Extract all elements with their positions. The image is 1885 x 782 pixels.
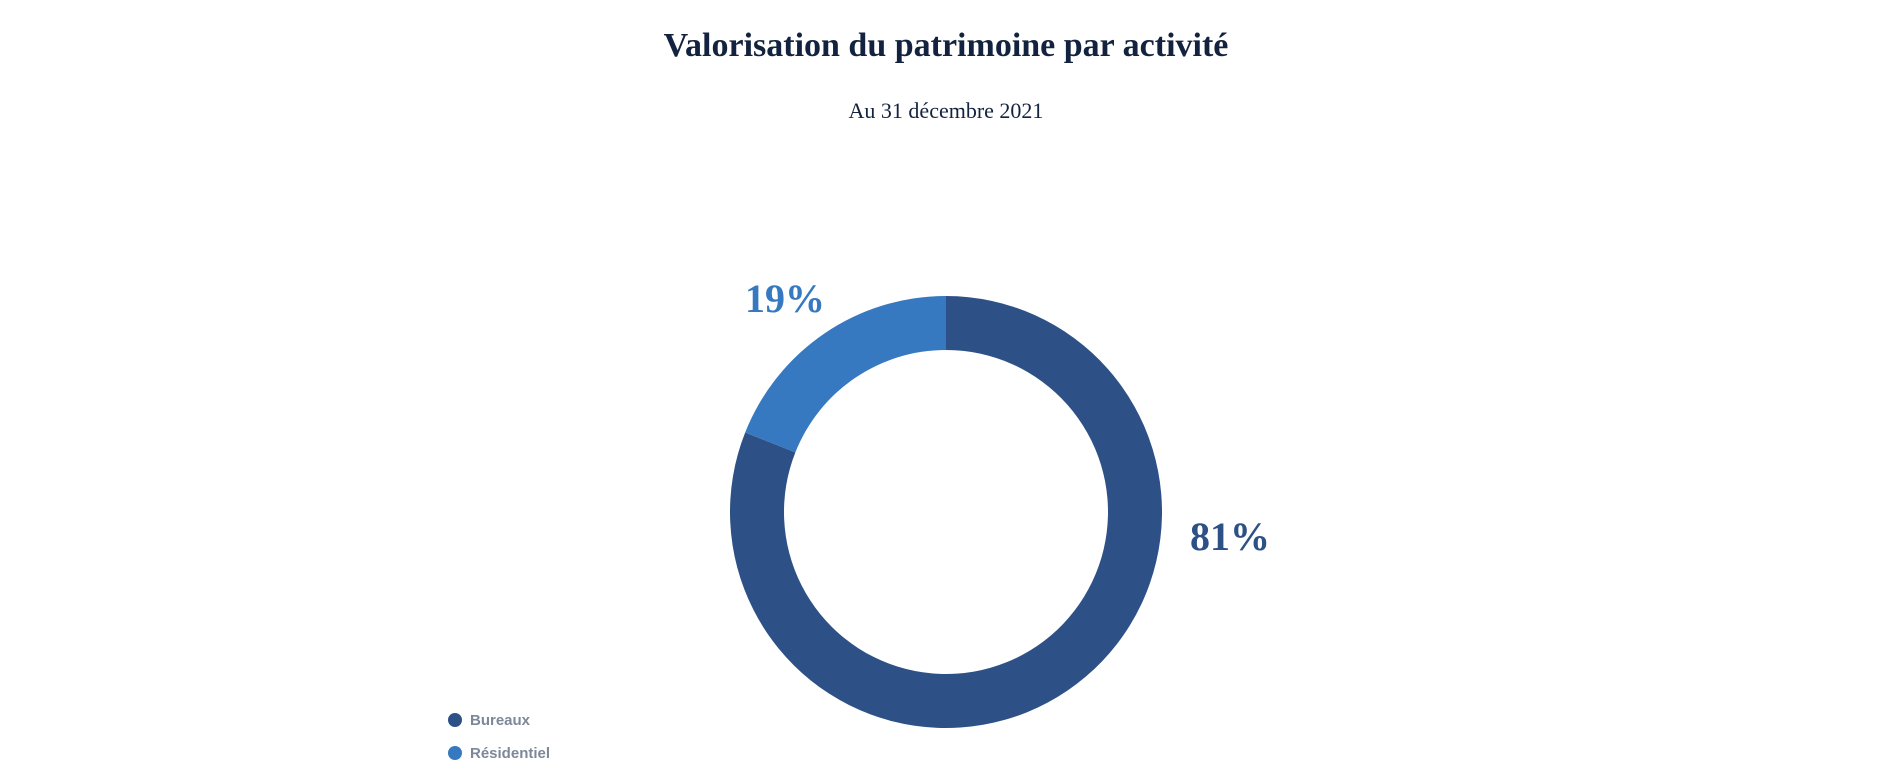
donut-segment xyxy=(745,296,946,453)
legend-marker xyxy=(448,713,462,727)
value-label: 81% xyxy=(1190,514,1270,559)
chart-subtitle: Au 31 décembre 2021 xyxy=(849,98,1044,123)
legend-label: Bureaux xyxy=(470,712,531,729)
chart-title: Valorisation du patrimoine par activité xyxy=(664,27,1229,64)
value-label: 19% xyxy=(745,276,825,321)
legend-marker xyxy=(448,746,462,760)
legend-label: Résidentiel xyxy=(470,745,550,762)
